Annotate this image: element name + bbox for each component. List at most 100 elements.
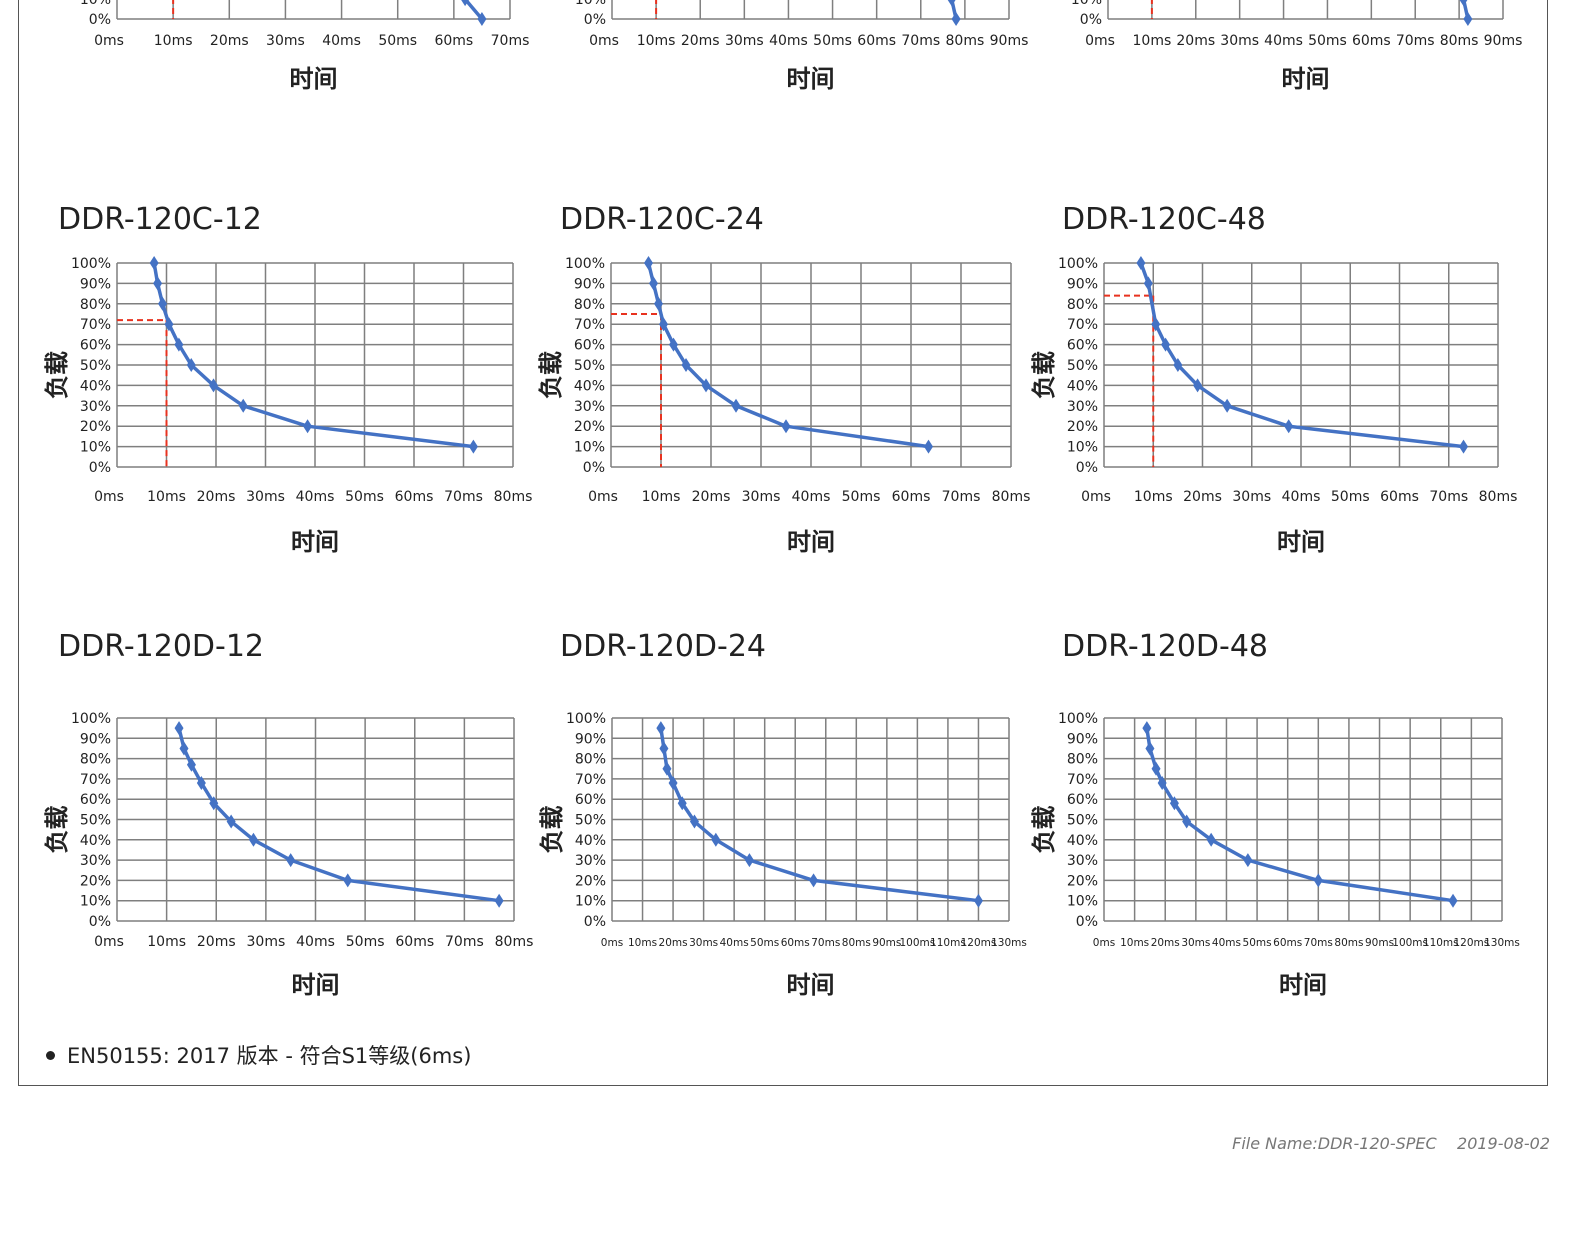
y-tick-label: 50% <box>575 813 606 829</box>
data-point <box>809 873 819 888</box>
x-tick-label: 70ms <box>1429 489 1468 505</box>
x-tick-label: 30ms <box>742 489 781 505</box>
y-tick-label: 70% <box>80 772 111 788</box>
data-point <box>164 317 174 332</box>
y-tick-label: 90% <box>1067 731 1098 747</box>
y-tick-label: 70% <box>80 317 111 333</box>
x-tick-label: 40ms <box>296 489 335 505</box>
x-tick-label: 80ms <box>1440 33 1479 49</box>
x-tick-label: 80ms <box>946 33 985 49</box>
x-tick-label: 20ms <box>681 33 720 49</box>
y-tick-label: 100% <box>565 256 605 272</box>
y-tick-label: 60% <box>575 792 606 808</box>
chart-5: 0% 10% 20% 30% 40% 50% 60% 70% 80% 90% 100% 0ms 10ms… <box>1030 202 1517 556</box>
x-tick-label: 100ms <box>1392 937 1428 949</box>
data-point <box>731 398 741 413</box>
x-tick-label: 30ms <box>725 33 764 49</box>
x-axis-label: 时间 <box>292 971 340 999</box>
y-tick-label: 40% <box>1067 833 1098 849</box>
y-tick-label: 10% <box>575 0 606 8</box>
x-tick-label: 70ms <box>942 489 981 505</box>
x-tick-label: 20ms <box>1183 489 1222 505</box>
data-point <box>973 893 983 908</box>
data-point <box>468 439 478 454</box>
y-tick-label: 10% <box>574 440 605 456</box>
y-tick-label: 50% <box>1067 813 1098 829</box>
x-axis-label: 时间 <box>290 65 338 93</box>
data-point <box>226 814 236 829</box>
x-tick-label: 50ms <box>813 33 852 49</box>
y-tick-label: 90% <box>80 276 111 292</box>
y-tick-label: 30% <box>574 399 605 415</box>
y-tick-label: 10% <box>80 440 111 456</box>
x-tick-label: 50ms <box>1308 33 1347 49</box>
data-point <box>1243 853 1253 868</box>
chart-title: DDR-120D-24 <box>560 629 766 664</box>
x-tick-label: 40ms <box>1212 937 1241 949</box>
x-tick-label: 0ms <box>588 489 618 505</box>
data-point <box>209 796 219 811</box>
y-tick-label: 20% <box>574 419 605 435</box>
data-point <box>1448 893 1458 908</box>
data-point <box>153 276 163 291</box>
y-tick-label: 30% <box>80 399 111 415</box>
chart-title: DDR-120C-24 <box>560 202 764 237</box>
x-tick-label: 70ms <box>1304 937 1333 949</box>
y-tick-label: 30% <box>80 853 111 869</box>
data-point <box>1459 439 1469 454</box>
data-point <box>947 0 956 7</box>
data-point <box>494 893 504 908</box>
y-tick-label: 10% <box>80 894 111 910</box>
y-tick-label: 0% <box>583 460 605 476</box>
x-tick-label: 70ms <box>1396 33 1435 49</box>
y-tick-label: 80% <box>80 297 111 313</box>
file-date: 2019-08-02 <box>1457 1134 1550 1153</box>
data-point <box>1136 256 1146 270</box>
x-tick-label: 100ms <box>900 937 936 949</box>
data-point <box>689 814 699 829</box>
x-tick-label: 0ms <box>94 489 124 505</box>
y-tick-label: 0% <box>1080 12 1102 28</box>
y-axis-label: 负载 <box>1030 351 1058 399</box>
x-tick-label: 90ms <box>990 33 1029 49</box>
x-tick-label: 70ms <box>811 937 840 949</box>
data-point <box>677 796 687 811</box>
data-point <box>186 757 196 772</box>
chart-title: DDR-120C-12 <box>58 202 262 237</box>
data-point <box>174 721 184 736</box>
x-tick-label: 10ms <box>147 489 186 505</box>
x-tick-label: 50ms <box>378 33 417 49</box>
series-line <box>152 262 474 449</box>
data-point <box>1284 419 1294 434</box>
x-tick-label: 80ms <box>1334 937 1363 949</box>
y-tick-label: 80% <box>80 752 111 768</box>
chart-1: 0% 10% 0ms 10ms 20ms 30ms 40ms 50ms 60ms 70ms 80ms… <box>575 0 1029 93</box>
chart-0: 0% 10% 0ms 10ms 20ms 30ms 40ms 50ms 60ms 70ms 时间 <box>80 0 529 93</box>
series-line <box>177 727 500 903</box>
x-tick-label: 30ms <box>246 489 285 505</box>
data-point <box>1142 721 1152 736</box>
y-tick-label: 0% <box>584 12 606 28</box>
data-point <box>1193 378 1203 393</box>
x-tick-label: 120ms <box>1454 937 1490 949</box>
x-tick-label: 110ms <box>1423 937 1459 949</box>
series-line <box>1145 727 1454 903</box>
x-tick-label: 20ms <box>197 934 236 950</box>
x-tick-label: 30ms <box>689 937 718 949</box>
y-tick-label: 60% <box>80 792 111 808</box>
y-tick-label: 60% <box>574 338 605 354</box>
data-point <box>209 378 219 393</box>
data-point <box>668 775 678 790</box>
x-tick-label: 30ms <box>1232 489 1271 505</box>
data-point <box>656 721 666 736</box>
y-tick-label: 80% <box>575 752 606 768</box>
data-point <box>179 741 189 756</box>
data-point <box>303 419 313 434</box>
file-info: File Name:DDR-120-SPEC 2019-08-02 <box>1232 1134 1550 1153</box>
x-tick-label: 0ms <box>94 33 124 49</box>
data-point <box>654 296 663 311</box>
chart-6: 0% 10% 20% 30% 40% 50% 60% 70% 80% 90% 100% 0ms 10ms… <box>43 629 533 999</box>
data-point <box>196 775 206 790</box>
x-tick-label: 40ms <box>792 489 831 505</box>
data-point <box>1151 317 1161 332</box>
